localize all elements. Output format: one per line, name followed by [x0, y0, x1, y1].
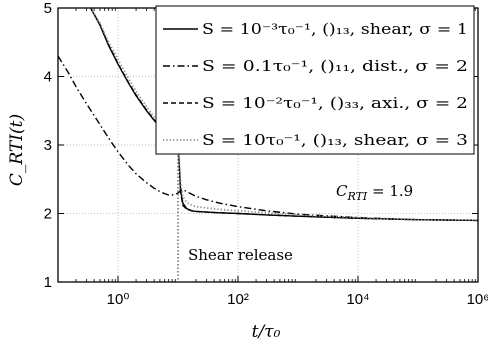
- legend-label-1: S = 10⁻³τ₀⁻¹, ()₁₃, shear, σ = 1: [202, 22, 468, 38]
- x-tick-label: 10⁶: [467, 291, 488, 308]
- y-tick-label: 5: [44, 0, 52, 17]
- legend-label-3: S = 10⁻²τ₀⁻¹, ()₃₃, axi., σ = 2: [202, 96, 468, 112]
- series-line-3: [89, 7, 479, 222]
- axis-ticks: 10⁰ 10² 10⁴ 10⁶ 1 2 3 4 5: [44, 0, 488, 308]
- crti-value-annotation: CRTI = 1.9: [336, 182, 413, 203]
- x-tick-label: 10⁰: [107, 291, 130, 308]
- y-tick-label: 1: [44, 274, 52, 291]
- x-axis-label: t/τ₀: [252, 322, 281, 342]
- y-tick-label: 2: [44, 206, 52, 223]
- crti-value: = 1.9: [367, 182, 413, 200]
- crti-subscript: RTI: [346, 190, 367, 203]
- y-axis-label: C_RTI(t): [7, 114, 27, 186]
- shear-release-annotation: Shear release: [188, 246, 293, 264]
- y-tick-label: 4: [44, 69, 52, 86]
- y-tick-label: 3: [44, 137, 52, 154]
- x-tick-label: 10²: [227, 291, 249, 308]
- legend: S = 10⁻³τ₀⁻¹, ()₁₃, shear, σ = 1 S = 0.1τ…: [155, 5, 475, 155]
- crti-symbol: C: [336, 182, 348, 200]
- legend-label-4: S = 10τ₀⁻¹, ()₁₃, shear, σ = 3: [202, 133, 468, 149]
- legend-box: [155, 5, 475, 155]
- legend-label-2: S = 0.1τ₀⁻¹, ()₁₁, dist., σ = 2: [202, 59, 468, 75]
- series-line-2: [57, 55, 479, 222]
- x-tick-label: 10⁴: [346, 291, 369, 308]
